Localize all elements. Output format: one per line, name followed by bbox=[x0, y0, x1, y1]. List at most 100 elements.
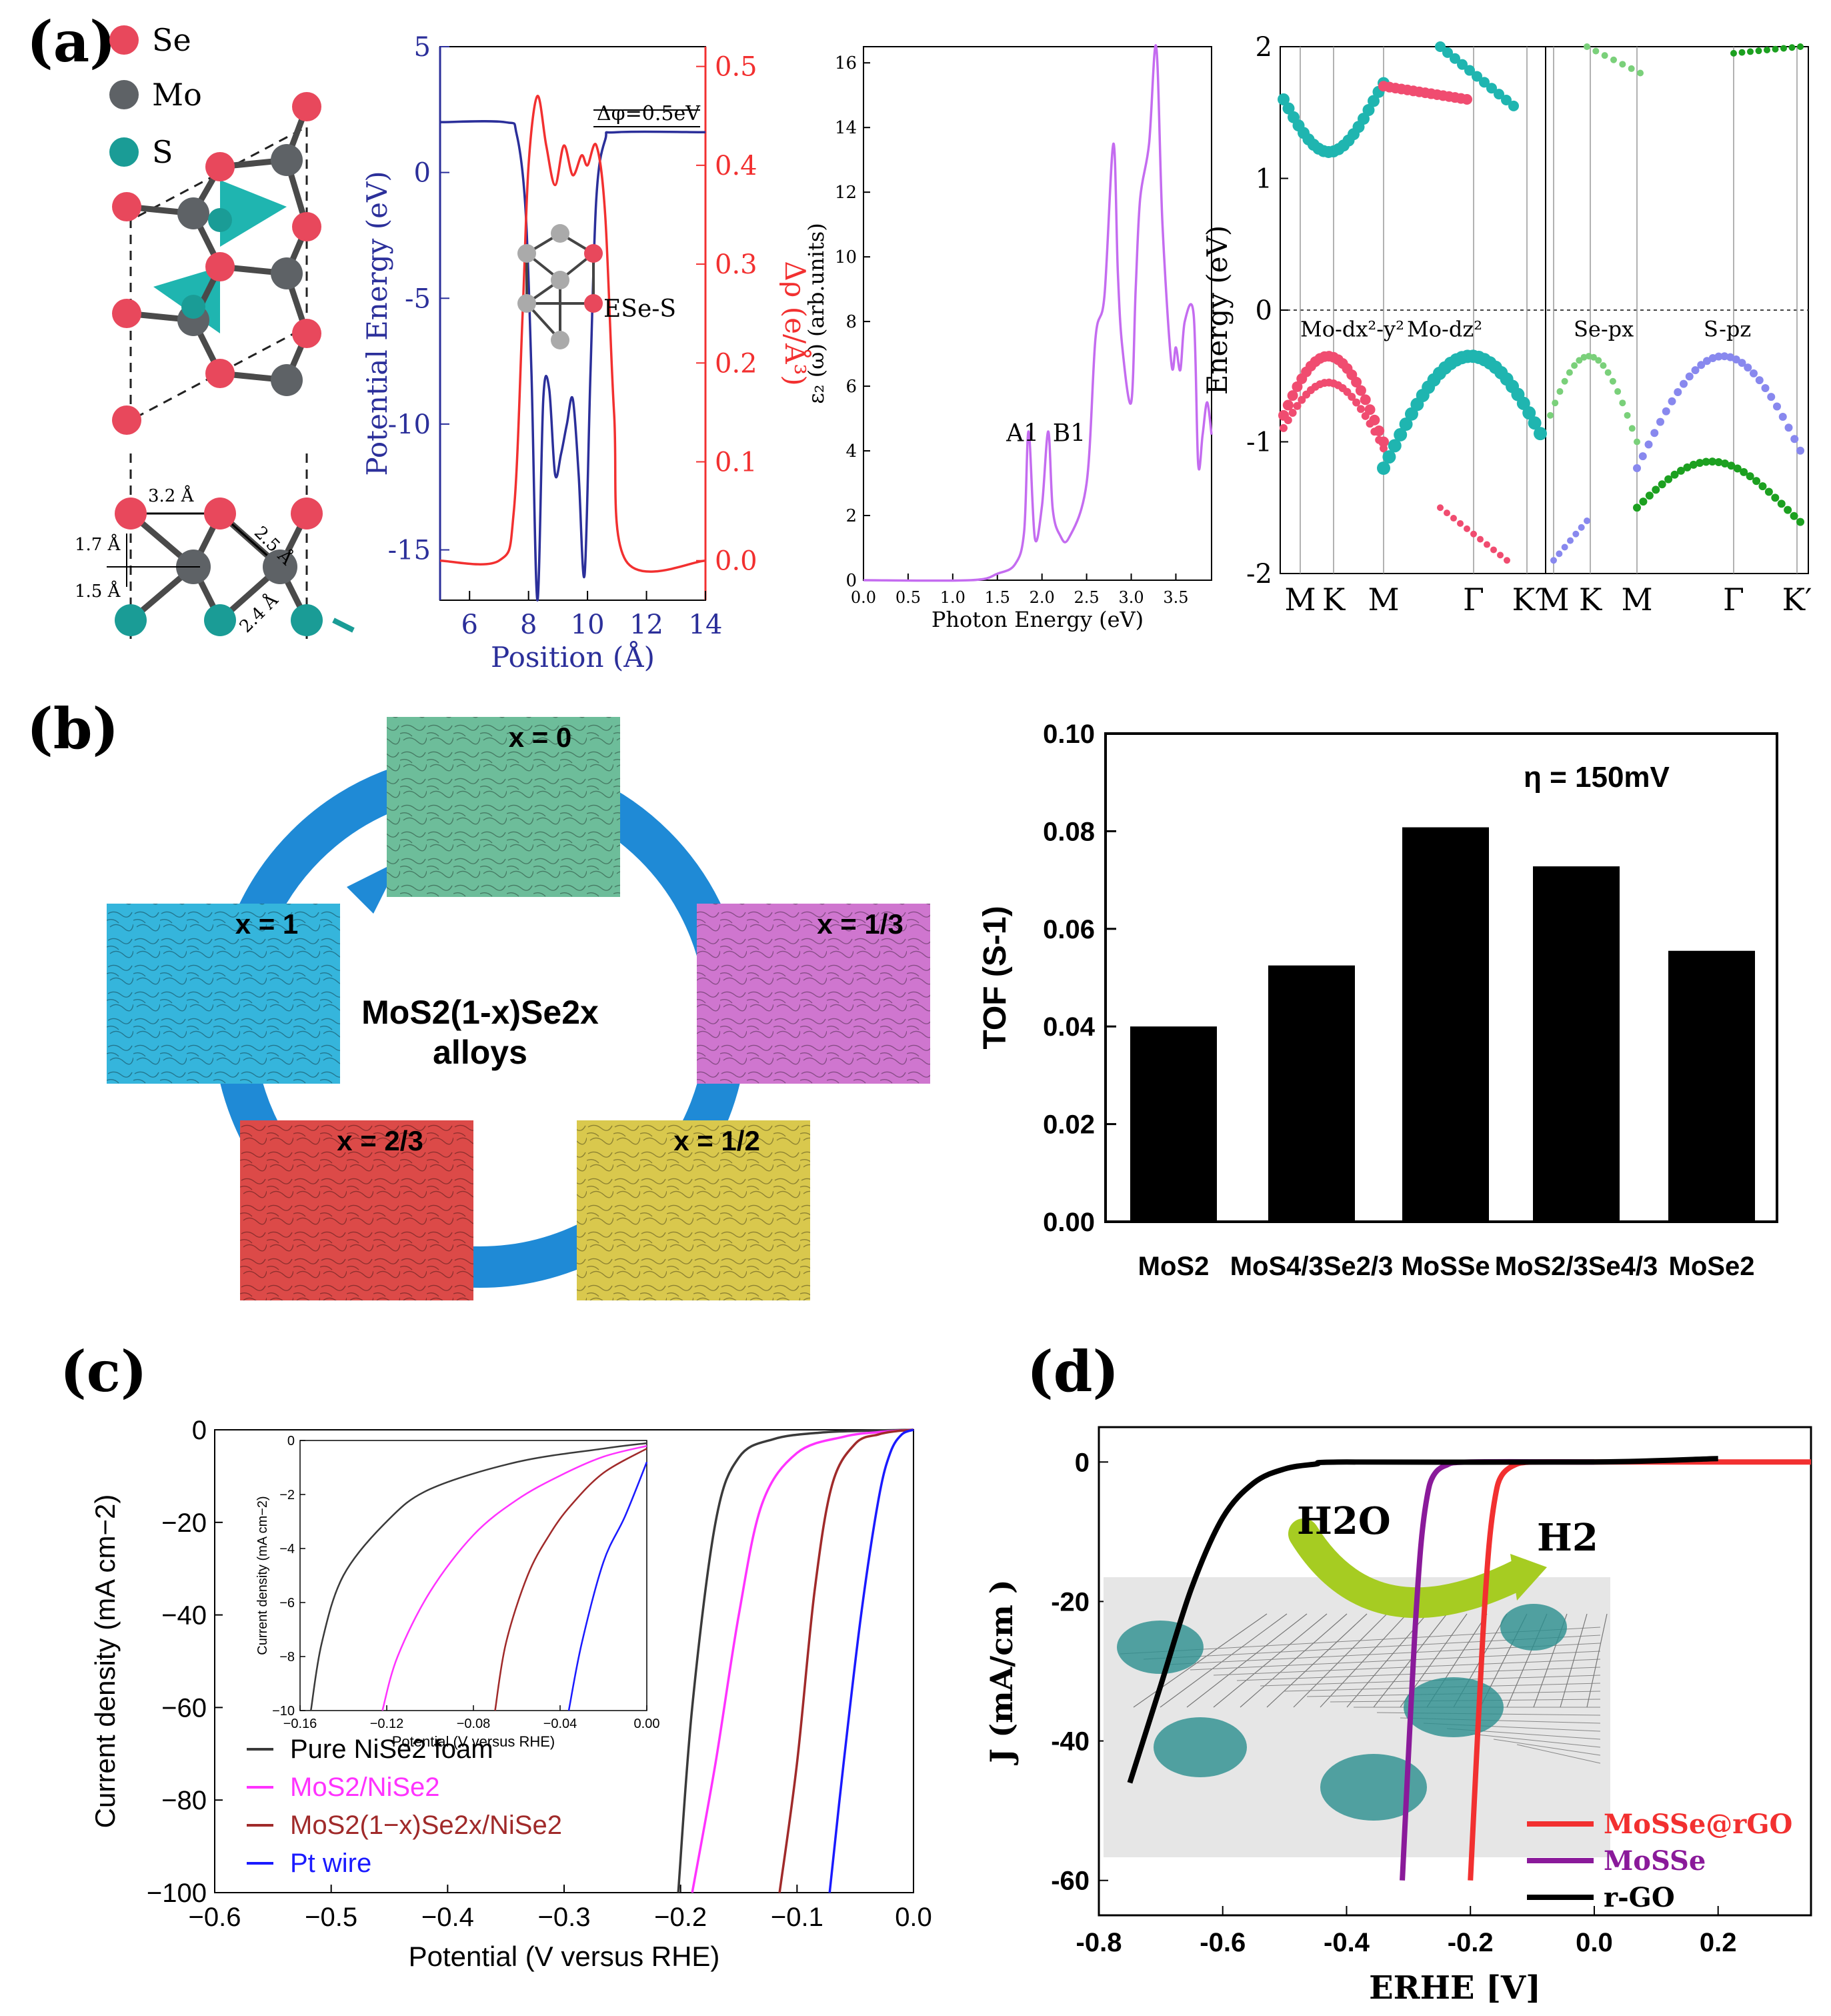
tem-image-texture bbox=[387, 717, 620, 897]
x-tick-label: 0.0 bbox=[1576, 1928, 1613, 1957]
dim-label: 1.5 Å bbox=[75, 580, 121, 602]
inset-molecule bbox=[517, 224, 603, 349]
graphene-line bbox=[1240, 1613, 1348, 1708]
y-tick-label: 1 bbox=[1256, 164, 1272, 195]
y-tick-label: 14 bbox=[835, 118, 857, 138]
tof-bar-chart: 0.10 0.08 0.06 0.04 0.02 0.00 TOF (S-1) η = 150… bbox=[978, 720, 1778, 1281]
y-tick-label: 12 bbox=[835, 183, 857, 203]
y-tick-label: 2 bbox=[845, 506, 857, 526]
y-tick-label: 0.08 bbox=[1043, 817, 1095, 846]
band-dot-teal bbox=[1442, 47, 1453, 58]
band-dot-green bbox=[1797, 43, 1804, 50]
band-dot-green bbox=[1634, 438, 1640, 445]
band-dot-green bbox=[1561, 377, 1568, 385]
band-dot-pink bbox=[1437, 504, 1444, 512]
y-tick-label: −40 bbox=[161, 1601, 207, 1631]
mo-legend-icon bbox=[109, 80, 139, 109]
band-dot-green bbox=[1764, 46, 1770, 53]
x-tick-label: 6 bbox=[461, 610, 477, 640]
y-tick-label: 0.06 bbox=[1043, 915, 1095, 944]
band-dot-pink bbox=[1280, 423, 1288, 432]
unit-cell-outline bbox=[129, 125, 308, 422]
band-dot-green bbox=[1764, 487, 1773, 496]
band-dot-lavender bbox=[1584, 518, 1590, 524]
peak-label-a1: A1 bbox=[1006, 420, 1039, 447]
band-dot-pink bbox=[1287, 390, 1298, 401]
plot-frame bbox=[863, 46, 1212, 581]
band-dot-green bbox=[1566, 369, 1573, 376]
legend-label: Pure NiSe2 foam bbox=[290, 1735, 493, 1764]
structure-panel: Se Mo S bbox=[75, 22, 355, 640]
band-dot-lavender bbox=[1572, 530, 1580, 538]
y2-tick-label: 0.5 bbox=[715, 52, 757, 83]
tile-label: x = 1/2 bbox=[673, 1125, 760, 1156]
bar-mose2 bbox=[1668, 950, 1755, 1222]
band-dot-green bbox=[1758, 482, 1767, 491]
x-tick-label: 0.0 bbox=[851, 588, 876, 607]
band-dot-teal bbox=[1457, 59, 1468, 70]
y2-tick-label: 0.4 bbox=[715, 151, 757, 181]
graphene-sheet bbox=[1117, 1604, 1608, 1821]
y-tick-label: 0.10 bbox=[1043, 720, 1095, 749]
molecule-atom bbox=[551, 331, 569, 349]
band-dot-green bbox=[1571, 362, 1578, 369]
k-point-label: K bbox=[1322, 582, 1346, 618]
tem-image-texture bbox=[697, 904, 930, 1084]
y-tick-label: −80 bbox=[161, 1786, 207, 1815]
band-dot-lavender bbox=[1550, 557, 1557, 564]
orbital-label: S-pz bbox=[1704, 317, 1751, 342]
band-dot-pink bbox=[1293, 401, 1302, 410]
series-line-charge-density bbox=[439, 95, 706, 573]
y-axis-label: Energy (eV) bbox=[1201, 225, 1234, 395]
band-dot-pink bbox=[1366, 419, 1374, 428]
k-point-label: Γ bbox=[1723, 582, 1744, 618]
molecule-atom bbox=[517, 294, 536, 313]
band-dot-teal bbox=[1278, 93, 1290, 105]
band-dot-green bbox=[1788, 44, 1796, 51]
inset-x-tick-label: 0.00 bbox=[634, 1717, 660, 1731]
x-tick-label: −0.2 bbox=[654, 1903, 707, 1932]
hydrogen-evolution-chart-d: -0.8 -0.6 -0.4 -0.2 0.0 0.2 0 -20 -40 -60 ERHE [V]… bbox=[984, 1426, 1812, 2007]
band-dot-green bbox=[1772, 45, 1779, 53]
x-tick-label: 2.5 bbox=[1074, 588, 1100, 607]
legend-mo-label: Mo bbox=[152, 77, 202, 113]
band-dot-green bbox=[1696, 459, 1704, 467]
band-dot-pink bbox=[1490, 546, 1497, 554]
alloy-center-label-2: alloys bbox=[433, 1034, 527, 1071]
series-line-eps2 bbox=[863, 44, 1213, 582]
band-dot-teal bbox=[1388, 439, 1402, 453]
graphene-line bbox=[1586, 1613, 1608, 1708]
band-dot-green bbox=[1784, 506, 1792, 514]
graphene-line bbox=[1236, 1667, 1601, 1681]
band-dot-teal bbox=[1358, 113, 1370, 125]
band-dot-lavender bbox=[1750, 369, 1758, 377]
band-dot-green bbox=[1592, 47, 1600, 55]
band-dot-green bbox=[1584, 43, 1590, 50]
y-tick-label: -1 bbox=[1246, 427, 1272, 458]
band-dot-teal bbox=[1282, 102, 1295, 115]
band-dot-lavender bbox=[1578, 524, 1585, 531]
band-dot-green bbox=[1738, 49, 1746, 56]
band-dot-green bbox=[1790, 512, 1798, 520]
bar-mosse bbox=[1402, 827, 1489, 1222]
band-dot-green bbox=[1708, 457, 1717, 466]
band-dot-green bbox=[1639, 497, 1648, 506]
y-tick-label: −60 bbox=[161, 1693, 207, 1723]
band-dot-green bbox=[1676, 466, 1685, 475]
band-dot-green bbox=[1689, 460, 1698, 469]
x-tick-label: 3.5 bbox=[1163, 588, 1188, 607]
band-dot-green bbox=[1628, 425, 1636, 432]
inset-x-tick-label: −0.08 bbox=[457, 1717, 491, 1731]
band-dot-green bbox=[1610, 56, 1617, 63]
inset-series-line bbox=[310, 1442, 647, 1711]
y-tick-label: -40 bbox=[1051, 1727, 1090, 1757]
band-dot-lavender bbox=[1650, 429, 1659, 437]
band-dot-pink bbox=[1477, 536, 1484, 543]
band-dot-lavender bbox=[1767, 393, 1776, 401]
band-dot-green bbox=[1652, 485, 1660, 494]
band-dot-green bbox=[1595, 357, 1602, 364]
y-tick-label: 0 bbox=[192, 1416, 207, 1445]
molecule-atom bbox=[584, 294, 603, 313]
x-tick-label: 8 bbox=[520, 610, 537, 640]
band-dot-green bbox=[1777, 499, 1786, 508]
